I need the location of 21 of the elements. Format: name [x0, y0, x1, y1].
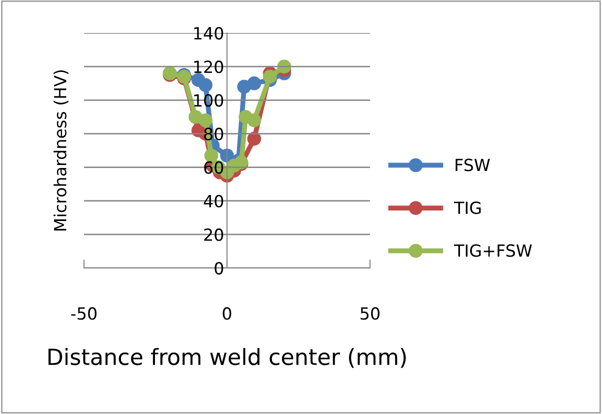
y-tick-label: 20	[204, 228, 224, 241]
y-tick-label: 100	[194, 94, 224, 107]
legend-label: TIG	[454, 201, 481, 214]
y-axis-title: Microhardness (HV)	[54, 70, 68, 230]
point	[247, 113, 262, 128]
y-tick-label: 140	[194, 26, 224, 40]
y-tick-label: 0	[214, 262, 224, 275]
y-tick-label: 60	[204, 161, 224, 174]
legend-label: TIG+FSW	[454, 244, 532, 257]
y-tick-label: 120	[194, 60, 224, 74]
x-tick-label: 0	[222, 307, 232, 320]
point	[262, 70, 277, 84]
y-tick-label: 40	[204, 194, 224, 208]
point	[247, 76, 262, 90]
point	[198, 113, 212, 128]
x-axis-title: Distance from weld center (mm)	[48, 348, 406, 368]
point	[247, 132, 262, 146]
legend-label: FSW	[456, 158, 490, 172]
x-tick-label: 50	[360, 307, 380, 320]
point	[198, 78, 212, 92]
x-tick-label: -50	[71, 307, 97, 320]
